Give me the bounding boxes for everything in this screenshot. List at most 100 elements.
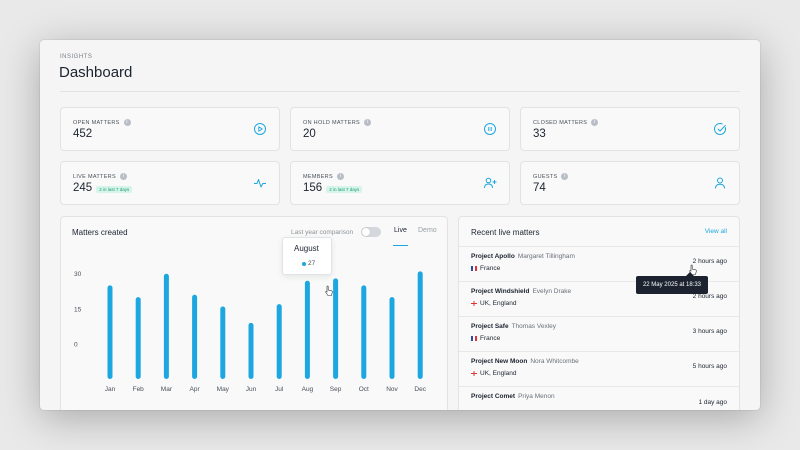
stat-card-live-matters[interactable]: LIVE MATTERS i 245 2 in last 7 days [60, 161, 280, 205]
info-icon[interactable]: i [561, 173, 569, 180]
bar-aug[interactable] [304, 280, 310, 379]
person-name: Margaret Tillingham [517, 253, 575, 260]
stat-label: OPEN MATTERS [73, 119, 120, 126]
project-name: Project Safe [471, 323, 509, 330]
bar-may[interactable] [220, 306, 226, 379]
stat-card-on-hold-matters[interactable]: ON HOLD MATTERS i 20 [290, 107, 510, 151]
x-tick-label: Dec [414, 386, 426, 393]
status-badge: 2 in last 7 days [326, 185, 363, 193]
activity-icon [254, 179, 266, 188]
stat-label: ON HOLD MATTERS [303, 119, 360, 126]
stat-value: 74 [533, 182, 546, 194]
bar-jul[interactable] [276, 304, 282, 379]
comparison-toggle[interactable] [361, 227, 381, 237]
x-tick-label: Jul [275, 386, 284, 393]
x-tick-label: Oct [359, 386, 369, 393]
x-tick-label: Sep [330, 386, 342, 393]
tooltip-month: August [294, 244, 319, 253]
chart-tooltip: August 27 [282, 237, 332, 275]
page-title: Dashboard [59, 64, 133, 81]
chart-title: Matters created [72, 228, 128, 237]
person-name: Evelyn Drake [532, 288, 572, 295]
stat-label: MEMBERS [303, 173, 333, 180]
bar-feb[interactable] [135, 297, 141, 379]
bar-apr[interactable] [192, 294, 198, 379]
list-item[interactable]: Project New Moon Nora Whitcombe UK, Engla… [459, 352, 739, 387]
user-icon [715, 177, 725, 189]
bar-dec[interactable] [417, 271, 423, 379]
stat-label: LIVE MATTERS [73, 173, 116, 180]
tab-live[interactable]: Live [394, 227, 407, 234]
project-name: Project New Moon [471, 358, 528, 365]
view-all-link[interactable]: View all [704, 228, 727, 235]
y-tick-label: 0 [74, 341, 78, 348]
england-flag-icon [471, 301, 477, 306]
person-name: Nora Whitcombe [530, 358, 579, 365]
x-tick-label: Nov [386, 386, 398, 393]
stat-value: 33 [533, 128, 546, 140]
recent-divider [459, 246, 739, 247]
y-tick-label: 30 [74, 271, 82, 278]
y-tick-label: 15 [74, 306, 82, 313]
x-tick-label: Mar [161, 386, 173, 393]
stat-value: 452 [73, 128, 93, 140]
hand-cursor-icon [689, 264, 697, 275]
location: France [480, 265, 501, 272]
stat-card-members[interactable]: MEMBERS i 156 2 in last 7 days [290, 161, 510, 205]
project-name: Project Comet [471, 393, 516, 400]
tab-live-underline [393, 245, 408, 246]
dashboard-window: INSIGHTS Dashboard OPEN MATTERS i 452 ON … [40, 40, 760, 410]
france-flag-icon [471, 266, 477, 271]
x-tick-label: Jan [105, 386, 116, 393]
location: UK, England [480, 370, 517, 377]
x-tick-label: Aug [302, 386, 314, 393]
tooltip-series-dot [302, 262, 306, 266]
list-item[interactable]: Project Comet Priya Menon 1 day ago [459, 387, 739, 410]
pause-circle-icon [484, 123, 496, 135]
stat-card-closed-matters[interactable]: CLOSED MATTERS i 33 [520, 107, 740, 151]
bar-jan[interactable] [107, 285, 113, 379]
toggle-knob [362, 228, 370, 236]
check-circle-icon [714, 123, 726, 135]
timestamp-tooltip: 22 May 2025 at 18:33 [636, 272, 708, 294]
time-ago: 2 hours ago [692, 293, 727, 300]
matters-created-panel: Matters created Last year comparison Liv… [60, 216, 448, 410]
location: France [480, 335, 501, 342]
time-ago: 1 day ago [698, 399, 727, 406]
france-flag-icon [471, 336, 477, 341]
info-icon[interactable]: i [363, 119, 371, 126]
list-item[interactable]: Project Windshield Evelyn Drake UK, Engla… [459, 282, 739, 317]
tab-demo[interactable]: Demo [418, 227, 437, 234]
x-tick-label: Jun [246, 386, 257, 393]
time-ago: 2 hours ago [692, 258, 727, 265]
info-icon[interactable]: i [119, 173, 127, 180]
bar-mar[interactable] [163, 273, 169, 379]
location: UK, England [480, 300, 517, 307]
bar-oct[interactable] [361, 285, 367, 379]
list-item[interactable]: Project Apollo Margaret Tillingham France… [459, 247, 739, 282]
info-icon[interactable]: i [336, 173, 344, 180]
x-tick-label: May [217, 386, 230, 393]
play-circle-icon [254, 123, 266, 135]
person-name: Thomas Vexley [511, 323, 557, 330]
header-divider [60, 91, 740, 92]
project-name: Project Apollo [471, 253, 515, 260]
project-name: Project Windshield [471, 288, 530, 295]
section-eyebrow: INSIGHTS [60, 54, 93, 60]
hand-cursor-icon [325, 285, 333, 296]
user-plus-icon [484, 177, 497, 189]
x-tick-label: Feb [133, 386, 145, 393]
list-item[interactable]: Project Safe Thomas Vexley France 3 hours… [459, 317, 739, 352]
stat-card-open-matters[interactable]: OPEN MATTERS i 452 [60, 107, 280, 151]
bar-jun[interactable] [248, 322, 254, 379]
info-icon[interactable]: i [591, 119, 599, 126]
tooltip-value: 27 [308, 260, 316, 267]
bar-nov[interactable] [389, 297, 395, 379]
bar-sep[interactable] [333, 278, 339, 379]
info-icon[interactable]: i [123, 119, 131, 126]
time-ago: 5 hours ago [692, 363, 727, 370]
time-ago: 3 hours ago [692, 328, 727, 335]
comparison-toggle-label: Last year comparison [291, 229, 354, 236]
stat-card-guests[interactable]: GUESTS i 74 [520, 161, 740, 205]
stat-value: 156 [303, 182, 323, 194]
